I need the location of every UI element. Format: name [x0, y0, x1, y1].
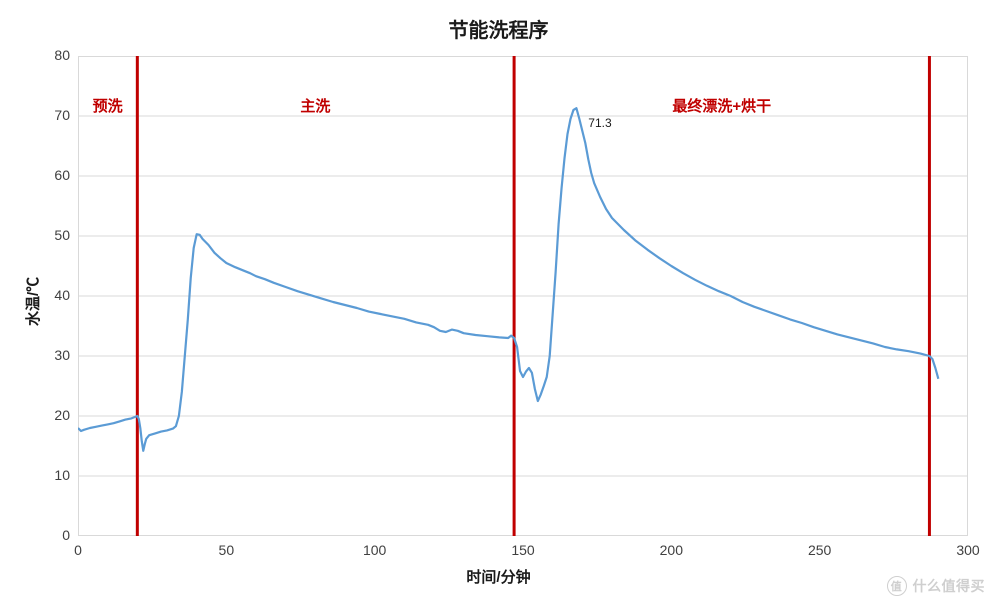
- x-tick-label: 250: [805, 542, 835, 558]
- watermark: 值 什么值得买: [887, 576, 986, 596]
- x-tick-label: 150: [508, 542, 538, 558]
- watermark-text: 什么值得买: [913, 576, 986, 596]
- y-tick-label: 10: [54, 467, 70, 483]
- peak-annotation: 71.3: [588, 116, 611, 130]
- x-tick-label: 100: [360, 542, 390, 558]
- y-tick-label: 20: [54, 407, 70, 423]
- y-tick-label: 40: [54, 287, 70, 303]
- y-tick-label: 0: [62, 527, 70, 543]
- x-axis-title: 时间/分钟: [0, 566, 997, 587]
- x-tick-label: 50: [211, 542, 241, 558]
- y-axis-title: 水温/℃: [22, 277, 43, 326]
- phase-label: 主洗: [255, 95, 375, 116]
- y-tick-label: 80: [54, 47, 70, 63]
- watermark-badge-icon: 值: [887, 576, 907, 596]
- x-tick-label: 0: [63, 542, 93, 558]
- phase-label: 预洗: [48, 95, 168, 116]
- x-tick-label: 300: [953, 542, 983, 558]
- y-tick-label: 50: [54, 227, 70, 243]
- phase-label: 最终漂洗+烘干: [662, 95, 782, 116]
- y-tick-label: 60: [54, 167, 70, 183]
- x-tick-label: 200: [656, 542, 686, 558]
- chart-title: 节能洗程序: [0, 14, 997, 43]
- plot-area: [78, 56, 968, 536]
- y-tick-label: 30: [54, 347, 70, 363]
- chart-container: 节能洗程序 水温/℃ 时间/分钟 01020304050607080050100…: [0, 0, 997, 606]
